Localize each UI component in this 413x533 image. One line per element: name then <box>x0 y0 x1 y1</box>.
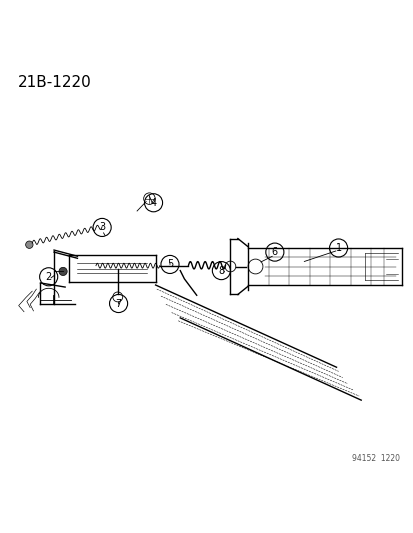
Circle shape <box>143 193 155 204</box>
Circle shape <box>113 292 122 302</box>
Text: 21B-1220: 21B-1220 <box>18 75 91 90</box>
Text: 6: 6 <box>271 247 277 257</box>
Text: 1: 1 <box>335 243 341 253</box>
Text: 5: 5 <box>166 260 173 270</box>
Text: 3: 3 <box>99 222 105 232</box>
Text: 94152  1220: 94152 1220 <box>351 454 399 463</box>
Circle shape <box>247 259 262 274</box>
Circle shape <box>225 261 235 272</box>
Text: 4: 4 <box>150 198 156 208</box>
Text: 7: 7 <box>115 298 121 309</box>
Text: 8: 8 <box>218 265 224 276</box>
Circle shape <box>26 241 33 248</box>
Circle shape <box>59 268 67 276</box>
Text: 2: 2 <box>45 272 52 282</box>
